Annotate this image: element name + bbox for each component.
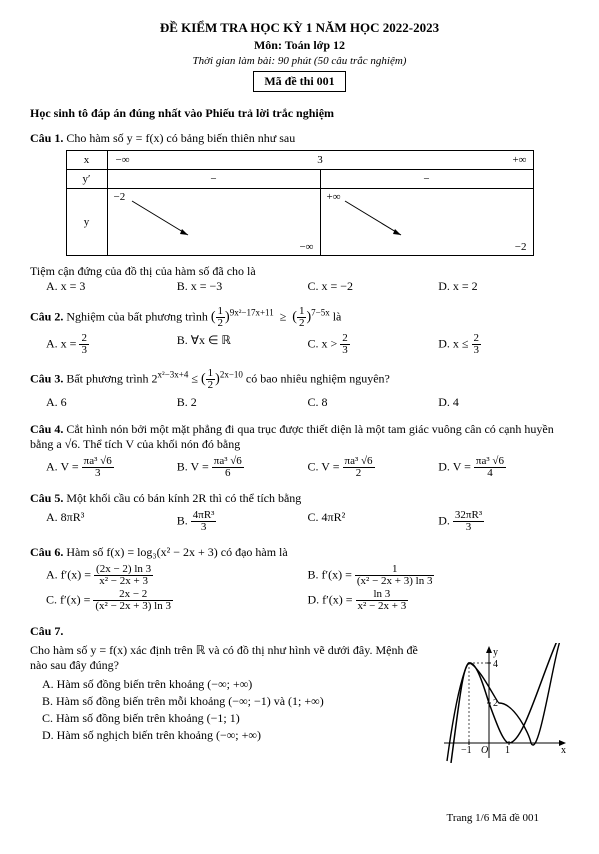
q7-C: C. Hàm số đồng biến trên khoảng (−1; 1) (42, 711, 431, 726)
q2-options: A. x = 23 B. ∀x ∈ ℝ C. x > 23 D. x ≤ 23 (46, 333, 569, 358)
q5-text: Một khối cầu có bán kính 2R thì có thể t… (66, 491, 301, 505)
vt-ninf: −∞ (116, 154, 130, 166)
graph-y-label: y (493, 647, 498, 658)
q5-A: A. 8πR³ (46, 510, 177, 533)
q4-label: Câu 4. (30, 422, 63, 436)
question-1: Câu 1. Cho hàm số y = f(x) có bảng biến … (30, 131, 569, 146)
q4-options: A. V = πa³ √63 B. V = πa³ √66 C. V = πa³… (46, 456, 569, 481)
q3-text-b: có bao nhiêu nghiệm nguyên? (246, 371, 390, 385)
vt-yp: y′ (66, 170, 107, 189)
q2-D: D. x ≤ 23 (438, 333, 569, 356)
q5-label: Câu 5. (30, 491, 63, 505)
exam-subject: Môn: Toán lớp 12 (30, 38, 569, 53)
vt-minus2: − (320, 170, 533, 189)
exam-code: Mã đề thi 001 (253, 71, 345, 92)
q4-text: Cắt hình nón bởi một mặt phẳng đi qua tr… (30, 422, 554, 451)
q2-text-a: Nghiệm của bất phương trình (66, 309, 208, 323)
vt-pinf: +∞ (512, 154, 526, 166)
q5-B: B. 4πR³3 (177, 510, 308, 533)
exam-time: Thời gian làm bài: 90 phút (50 câu trắc … (30, 55, 569, 67)
q2-B: B. ∀x ∈ ℝ (177, 333, 308, 356)
q5-D: D. 32πR³3 (438, 510, 569, 533)
graph-tick-4: 4 (493, 659, 498, 670)
question-4: Câu 4. Cắt hình nón bởi một mặt phẳng đi… (30, 422, 569, 452)
q4-D: D. V = πa³ √64 (438, 456, 569, 479)
q4-C: C. V = πa³ √62 (308, 456, 439, 479)
graph-x-label: x (561, 745, 566, 756)
graph-tick-2: 2 (493, 698, 498, 709)
question-7: Câu 7. (30, 624, 569, 639)
q4-B: B. V = πa³ √66 (177, 456, 308, 479)
q6-options: A. f′(x) = (2x − 2) ln 3x² − 2x + 3 B. f… (46, 564, 569, 614)
q6-B: B. f′(x) = 1(x² − 2x + 3) ln 3 (308, 564, 570, 587)
arrow-icon (321, 189, 421, 245)
q7-text: Cho hàm số y = f(x) xác định trên ℝ và c… (30, 643, 431, 673)
q7-A: A. Hàm số đồng biến trên khoảng (−∞; +∞) (42, 677, 431, 692)
q6-text: Hàm số f(x) = log₃(x² − 2x + 3) có đạo h… (66, 545, 287, 559)
q7-row: Cho hàm số y = f(x) xác định trên ℝ và c… (30, 643, 569, 763)
q1-B: B. x = −3 (177, 279, 308, 294)
q6-A: A. f′(x) = (2x − 2) ln 3x² − 2x + 3 (46, 564, 308, 587)
q3-options: A. 6 B. 2 C. 8 D. 4 (46, 395, 569, 412)
q5-options: A. 8πR³ B. 4πR³3 C. 4πR² D. 32πR³3 (46, 510, 569, 535)
vt-n2-2: −2 (515, 241, 527, 253)
graph-tick-n1: −1 (461, 745, 472, 756)
q2-label: Câu 2. (30, 309, 63, 323)
q7-D: D. Hàm số nghịch biến trên khoảng (−∞; +… (42, 728, 431, 743)
q2-text-b: là (333, 309, 342, 323)
instruction: Học sinh tô đáp án đúng nhất vào Phiếu t… (30, 106, 569, 121)
q6-D: D. f′(x) = ln 3x² − 2x + 3 (308, 589, 570, 612)
exam-title: ĐỀ KIỂM TRA HỌC KỲ 1 NĂM HỌC 2022-2023 (30, 20, 569, 36)
q3-C: C. 8 (308, 395, 439, 410)
vt-3: 3 (317, 154, 323, 166)
vt-y: y (66, 189, 107, 256)
vt-minus1: − (107, 170, 320, 189)
q1-options: A. x = 3 B. x = −3 C. x = −2 D. x = 2 (46, 279, 569, 296)
q6-C: C. f′(x) = 2x − 2(x² − 2x + 3) ln 3 (46, 589, 308, 612)
q3-label: Câu 3. (30, 371, 63, 385)
exam-header: ĐỀ KIỂM TRA HỌC KỲ 1 NĂM HỌC 2022-2023 M… (30, 20, 569, 92)
question-6: Câu 6. Hàm số f(x) = log₃(x² − 2x + 3) c… (30, 545, 569, 560)
q2-C: C. x > 23 (308, 333, 439, 356)
q1-asymptote: Tiệm cận đứng của đồ thị của hàm số đã c… (30, 264, 569, 279)
page-footer: Trang 1/6 Mã đề 001 (447, 812, 539, 824)
q7-graph: y x 4 2 −1 O 1 (439, 643, 569, 763)
q3-text-a: Bất phương trình 2 (66, 371, 157, 385)
vt-x: x (66, 151, 107, 170)
q5-C: C. 4πR² (308, 510, 439, 533)
question-3: Câu 3. Bất phương trình 2x²−3x+4 ≤ (12)2… (30, 368, 569, 391)
q1-A: A. x = 3 (46, 279, 177, 294)
arrow-icon (108, 189, 208, 245)
q2-A: A. x = 23 (46, 333, 177, 356)
q6-label: Câu 6. (30, 545, 63, 559)
q3-D: D. 4 (438, 395, 569, 410)
question-2: Câu 2. Nghiệm của bất phương trình (12)9… (30, 306, 569, 329)
q3-B: B. 2 (177, 395, 308, 410)
q4-A: A. V = πa³ √63 (46, 456, 177, 479)
q1-text: Cho hàm số y = f(x) có bảng biến thiên n… (66, 131, 295, 145)
q1-label: Câu 1. (30, 131, 63, 145)
graph-tick-1: 1 (505, 745, 510, 756)
q3-A: A. 6 (46, 395, 177, 410)
q7-label: Câu 7. (30, 624, 63, 638)
q1-D: D. x = 2 (438, 279, 569, 294)
q1-C: C. x = −2 (308, 279, 439, 294)
q7-B: B. Hàm số đồng biến trên mỗi khoảng (−∞;… (42, 694, 431, 709)
graph-tick-O: O (481, 745, 488, 756)
variation-table: x −∞ 3 +∞ y′ − − y −2 −∞ +∞ −2 (66, 150, 534, 256)
vt-ninf2: −∞ (299, 241, 313, 253)
question-5: Câu 5. Một khối cầu có bán kính 2R thì c… (30, 491, 569, 506)
